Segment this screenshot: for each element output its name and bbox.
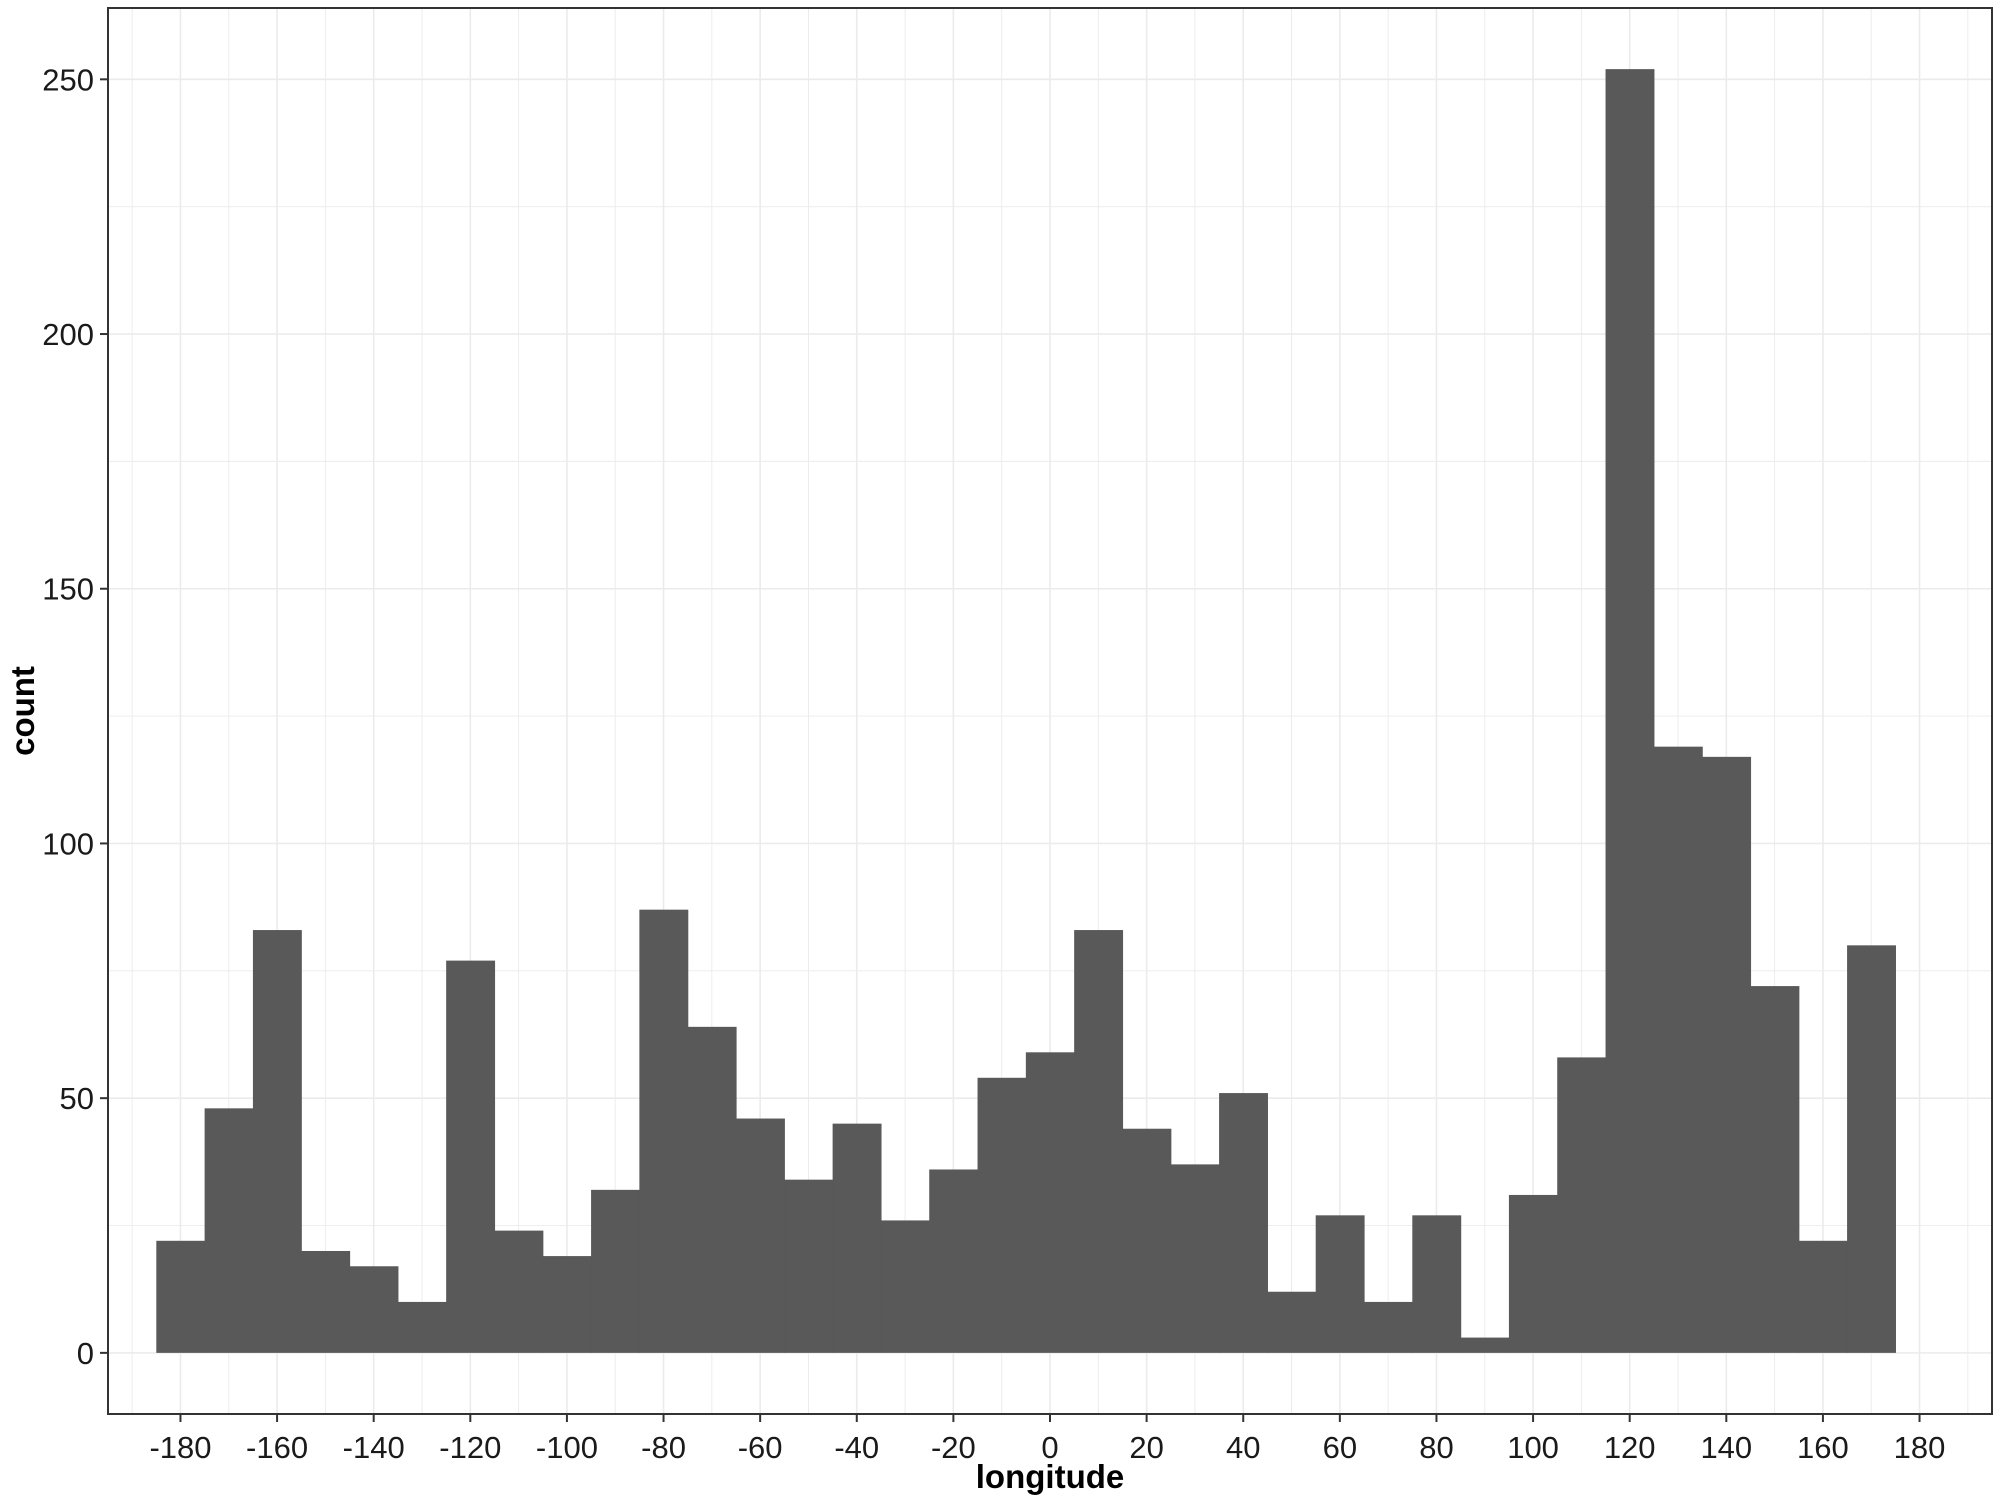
histogram-bar	[1267, 1291, 1317, 1353]
histogram-bar	[1653, 746, 1703, 1353]
y-tick-label: 100	[42, 826, 94, 861]
histogram-bar	[639, 909, 689, 1353]
histogram-bar	[397, 1301, 447, 1353]
histogram-bar	[446, 960, 496, 1353]
histogram-bar	[832, 1123, 882, 1353]
histogram-bar	[1798, 1240, 1848, 1353]
y-axis: 0 50 100 150 200 250	[42, 62, 108, 1371]
histogram-bar	[1557, 1057, 1607, 1353]
x-tick-label: 140	[1700, 1430, 1752, 1465]
x-tick-label: 120	[1604, 1430, 1656, 1465]
histogram-bar	[1605, 69, 1655, 1353]
x-tick-label: 0	[1041, 1430, 1058, 1465]
histogram-bar	[736, 1118, 785, 1353]
histogram-bar	[542, 1256, 592, 1353]
x-tick-label: 40	[1226, 1430, 1260, 1465]
y-axis-title: count	[4, 666, 41, 756]
histogram-bar	[1074, 930, 1124, 1353]
histogram-bar	[1170, 1164, 1220, 1353]
histogram-bar	[1315, 1215, 1365, 1353]
histogram-bar	[1750, 986, 1800, 1353]
histogram-bar	[591, 1189, 640, 1353]
x-tick-label: -160	[246, 1430, 308, 1465]
histogram-bar	[1847, 945, 1896, 1353]
bars-layer	[156, 69, 1896, 1353]
histogram-bar	[1025, 1052, 1075, 1353]
histogram-bar	[1702, 756, 1752, 1353]
x-tick-label: 60	[1323, 1430, 1357, 1465]
x-tick-label: -60	[738, 1430, 783, 1465]
histogram-bar	[784, 1179, 834, 1353]
histogram-bar	[156, 1240, 206, 1353]
histogram-bar	[204, 1108, 254, 1353]
x-tick-label: -120	[439, 1430, 501, 1465]
histogram-bar	[1412, 1215, 1462, 1353]
x-tick-label: 160	[1797, 1430, 1849, 1465]
histogram-bar	[929, 1169, 979, 1353]
x-tick-label: -20	[931, 1430, 976, 1465]
x-tick-label: 80	[1419, 1430, 1453, 1465]
y-tick-label: 50	[60, 1081, 94, 1116]
y-tick-label: 0	[77, 1336, 94, 1371]
x-tick-label: -40	[834, 1430, 879, 1465]
x-tick-label: 20	[1129, 1430, 1163, 1465]
histogram-bar	[977, 1077, 1027, 1353]
histogram-bar	[1460, 1337, 1510, 1353]
histogram-bar	[687, 1026, 737, 1353]
x-axis: -180 -160 -140 -120 -100 -80 -60 -40 -20 0 20 40 60 8…	[149, 1414, 1945, 1465]
x-axis-title: longitude	[976, 1458, 1124, 1495]
x-tick-label: -100	[536, 1430, 598, 1465]
histogram-bar	[880, 1220, 930, 1353]
histogram-bar	[1508, 1194, 1558, 1353]
y-tick-label: 200	[42, 317, 94, 352]
histogram-bar	[494, 1230, 544, 1353]
histogram-bar	[301, 1250, 351, 1353]
x-tick-label: -180	[149, 1430, 211, 1465]
histogram-bar	[1122, 1128, 1172, 1353]
x-tick-label: 180	[1894, 1430, 1946, 1465]
histogram-bar	[1364, 1301, 1413, 1353]
histogram-bar	[349, 1266, 399, 1353]
x-tick-label: -80	[641, 1430, 686, 1465]
histogram-bar	[1219, 1093, 1268, 1353]
y-tick-label: 150	[42, 572, 94, 607]
x-tick-label: -140	[343, 1430, 405, 1465]
histogram-bar	[252, 930, 302, 1353]
x-tick-label: 100	[1507, 1430, 1559, 1465]
y-tick-label: 250	[42, 62, 94, 97]
